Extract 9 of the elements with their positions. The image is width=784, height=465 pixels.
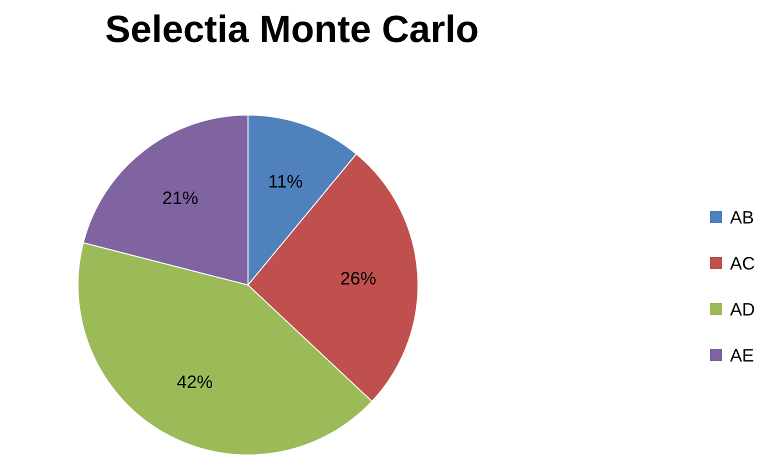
legend-label: AB bbox=[730, 207, 754, 228]
chart-title: Selectia Monte Carlo bbox=[105, 9, 479, 51]
data-label: 21% bbox=[162, 188, 198, 208]
legend-label: AD bbox=[730, 299, 756, 320]
data-label: 11% bbox=[268, 171, 303, 192]
data-label: 42% bbox=[176, 372, 213, 392]
legend-label: AE bbox=[730, 345, 754, 366]
data-label: 26% bbox=[340, 268, 376, 288]
legend-label: AC bbox=[730, 253, 756, 274]
